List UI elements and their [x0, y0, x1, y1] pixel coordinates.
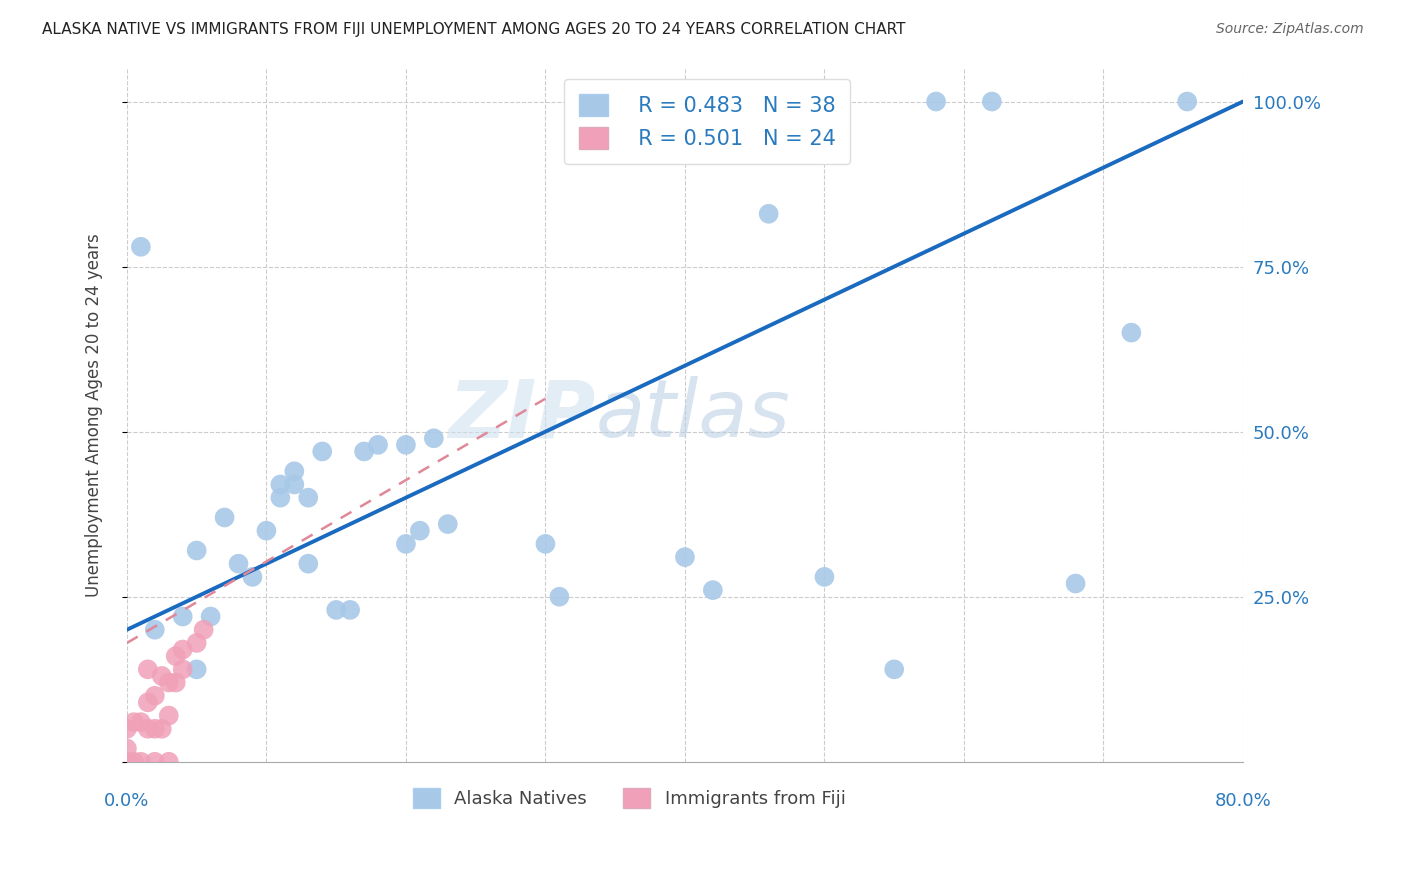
Legend: Alaska Natives, Immigrants from Fiji: Alaska Natives, Immigrants from Fiji: [405, 780, 853, 815]
Point: [129, 240, 152, 254]
Text: 0.0%: 0.0%: [104, 792, 149, 810]
Point: [283, 464, 305, 478]
Point: [115, 722, 138, 736]
Point: [143, 689, 166, 703]
Point: [165, 649, 187, 664]
Point: [129, 715, 152, 730]
Point: [925, 95, 948, 109]
Point: [186, 662, 208, 676]
Point: [423, 431, 446, 445]
Point: [143, 722, 166, 736]
Text: 80.0%: 80.0%: [1215, 792, 1271, 810]
Point: [1064, 576, 1087, 591]
Point: [242, 570, 264, 584]
Point: [129, 755, 152, 769]
Point: [297, 491, 319, 505]
Point: [165, 675, 187, 690]
Point: [136, 695, 159, 709]
Point: [395, 537, 418, 551]
Text: Source: ZipAtlas.com: Source: ZipAtlas.com: [1216, 22, 1364, 37]
Point: [395, 438, 418, 452]
Point: [436, 517, 458, 532]
Point: [157, 755, 180, 769]
Point: [980, 95, 1002, 109]
Point: [115, 755, 138, 769]
Point: [193, 623, 215, 637]
Point: [122, 755, 145, 769]
Text: ZIP: ZIP: [449, 376, 596, 454]
Point: [297, 557, 319, 571]
Y-axis label: Unemployment Among Ages 20 to 24 years: Unemployment Among Ages 20 to 24 years: [86, 234, 103, 597]
Point: [311, 444, 333, 458]
Point: [325, 603, 347, 617]
Point: [172, 642, 194, 657]
Point: [758, 207, 780, 221]
Point: [883, 662, 905, 676]
Point: [150, 669, 173, 683]
Point: [339, 603, 361, 617]
Point: [254, 524, 277, 538]
Point: [269, 491, 291, 505]
Text: ALASKA NATIVE VS IMMIGRANTS FROM FIJI UNEMPLOYMENT AMONG AGES 20 TO 24 YEARS COR: ALASKA NATIVE VS IMMIGRANTS FROM FIJI UN…: [42, 22, 905, 37]
Point: [269, 477, 291, 491]
Point: [150, 722, 173, 736]
Point: [157, 708, 180, 723]
Point: [136, 722, 159, 736]
Point: [143, 755, 166, 769]
Point: [186, 543, 208, 558]
Point: [214, 510, 236, 524]
Point: [122, 715, 145, 730]
Point: [548, 590, 571, 604]
Point: [143, 623, 166, 637]
Point: [200, 609, 222, 624]
Point: [813, 570, 835, 584]
Point: [409, 524, 432, 538]
Point: [228, 557, 250, 571]
Point: [367, 438, 389, 452]
Point: [172, 609, 194, 624]
Point: [353, 444, 375, 458]
Point: [534, 537, 557, 551]
Point: [115, 741, 138, 756]
Point: [172, 662, 194, 676]
Point: [673, 550, 696, 565]
Point: [1121, 326, 1143, 340]
Point: [157, 675, 180, 690]
Point: [186, 636, 208, 650]
Point: [136, 662, 159, 676]
Point: [702, 583, 724, 598]
Point: [1175, 95, 1198, 109]
Text: atlas: atlas: [596, 376, 790, 454]
Point: [283, 477, 305, 491]
